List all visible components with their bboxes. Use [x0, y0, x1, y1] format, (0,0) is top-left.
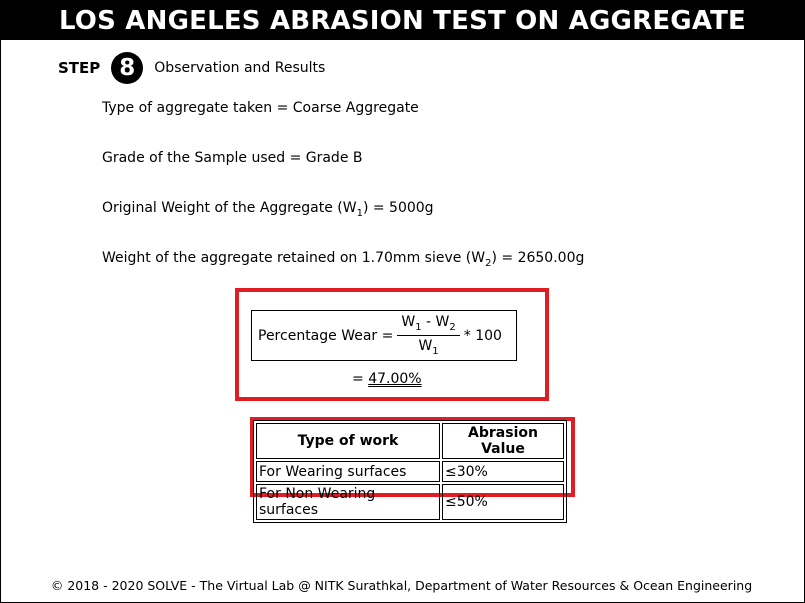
denominator-w: W [418, 338, 433, 354]
grade-line: Grade of the Sample used = Grade B [102, 150, 363, 166]
formula-numerator: W1 - W2 [397, 314, 460, 336]
formula-denominator: W1 [418, 336, 438, 357]
retained-weight-sub: 2 [485, 257, 492, 269]
original-weight-prefix: Original Weight of the Aggregate (W [102, 200, 357, 216]
original-weight-sub: 1 [356, 207, 363, 219]
original-weight-suffix: ) = 5000g [362, 200, 434, 216]
table-cell: For Non Wearing surfaces [256, 484, 440, 520]
denominator-sub: 1 [432, 345, 439, 357]
formula-label: Percentage Wear = [258, 327, 394, 344]
table-header-row: Type of work Abrasion Value [256, 423, 564, 459]
aggregate-type-line: Type of aggregate taken = Coarse Aggrega… [102, 100, 419, 116]
formula-highlight-box [235, 288, 549, 401]
result-prefix: = [352, 371, 364, 387]
step-label: STEP [58, 59, 101, 77]
table-cell: ≤50% [442, 484, 564, 520]
step-header: STEP 8 Observation and Results [58, 52, 325, 84]
abrasion-value-table: Type of work Abrasion Value For Wearing … [253, 420, 567, 523]
formula-result: = 47.00% [352, 371, 422, 387]
table-header-type: Type of work [256, 423, 440, 459]
table-header-abrasion: Abrasion Value [442, 423, 564, 459]
page-title: LOS ANGELES ABRASION TEST ON AGGREGATE [1, 1, 804, 40]
original-weight-line: Original Weight of the Aggregate (W1) = … [102, 200, 434, 219]
step-number-badge: 8 [111, 52, 144, 84]
result-value: 47.00% [368, 371, 422, 387]
numerator-w1: W [401, 314, 416, 331]
retained-weight-prefix: Weight of the aggregate retained on 1.70… [102, 250, 486, 266]
numerator-w2-sub: 2 [449, 322, 456, 333]
numerator-minus-w2: - W [421, 314, 450, 331]
retained-weight-suffix: ) = 2650.00g [491, 250, 585, 266]
table-cell: For Wearing surfaces [256, 461, 440, 482]
formula-multiplier: * 100 [463, 327, 502, 344]
table-row: For Wearing surfaces ≤30% [256, 461, 564, 482]
table-cell: ≤30% [442, 461, 564, 482]
footer-copyright: © 2018 - 2020 SOLVE - The Virtual Lab @ … [50, 578, 753, 593]
numerator-w1-sub: 1 [415, 322, 422, 333]
percentage-wear-formula: Percentage Wear = W1 - W2 W1 * 100 [251, 310, 517, 361]
page-title-text: LOS ANGELES ABRASION TEST ON AGGREGATE [58, 5, 747, 36]
step-title: Observation and Results [154, 60, 326, 76]
retained-weight-line: Weight of the aggregate retained on 1.70… [102, 250, 584, 269]
table-highlight-box [250, 417, 575, 497]
formula-fraction: W1 - W2 W1 [397, 314, 460, 357]
table-row: For Non Wearing surfaces ≤50% [256, 484, 564, 520]
